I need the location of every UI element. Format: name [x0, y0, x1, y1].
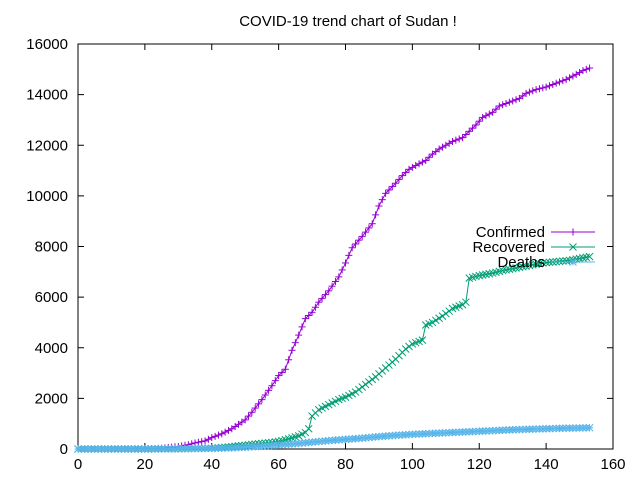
x-tick-label: 0: [74, 456, 82, 473]
y-tick-label: 0: [60, 441, 68, 458]
y-tick-label: 16000: [26, 36, 68, 53]
x-tick-label: 60: [270, 456, 287, 473]
x-tick-label: 100: [400, 456, 425, 473]
y-tick-label: 2000: [35, 390, 68, 407]
y-tick-label: 14000: [26, 87, 68, 104]
x-tick-label: 140: [534, 456, 559, 473]
x-tick-label: 160: [600, 456, 625, 473]
y-tick-label: 12000: [26, 137, 68, 154]
legend-marker-deaths: [570, 259, 577, 266]
x-tick-label: 120: [467, 456, 492, 473]
y-tick-label: 6000: [35, 289, 68, 306]
x-tick-label: 40: [203, 456, 220, 473]
legend-label-deaths: Deaths: [497, 254, 545, 271]
y-tick-label: 4000: [35, 340, 68, 357]
x-tick-label: 80: [337, 456, 354, 473]
data-point-deaths: [586, 424, 593, 431]
y-tick-label: 10000: [26, 188, 68, 205]
y-tick-label: 8000: [35, 239, 68, 256]
chart-title: COVID-19 trend chart of Sudan !: [239, 13, 457, 30]
x-tick-label: 20: [137, 456, 154, 473]
